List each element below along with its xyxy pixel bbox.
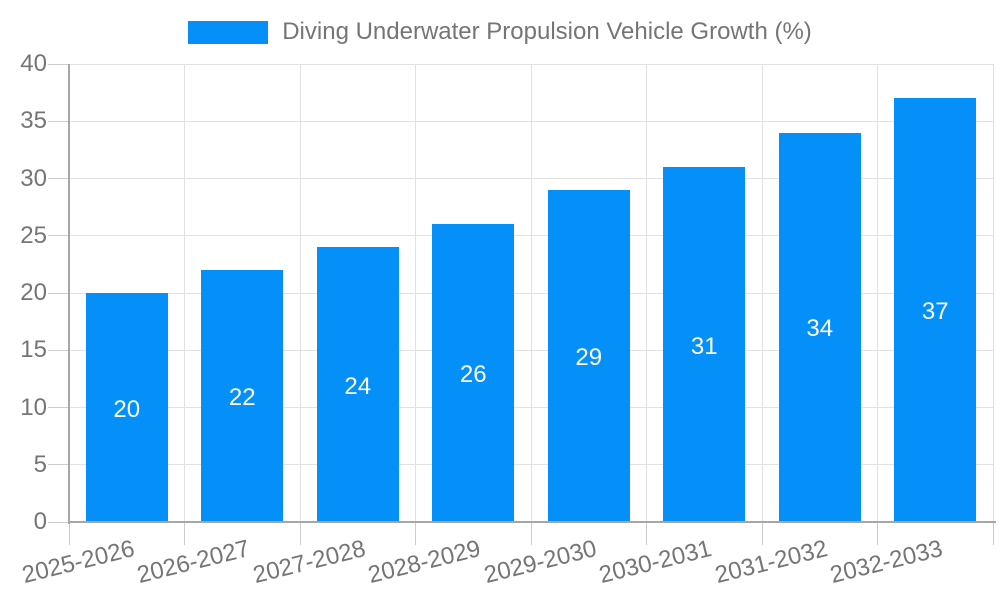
x-axis-tick (299, 523, 301, 545)
y-axis-tick (48, 464, 69, 466)
x-axis-tick (992, 523, 994, 545)
x-axis-tick (877, 523, 878, 545)
bar (894, 98, 977, 522)
legend-swatch[interactable] (188, 20, 269, 44)
bar-value-label: 34 (806, 315, 834, 343)
x-axis-tick (646, 523, 647, 545)
legend: Diving Underwater Propulsion Vehicle Gro… (0, 18, 1000, 46)
x-axis-tick-label: 2028-2029 (365, 535, 484, 589)
bar (547, 189, 630, 522)
gridline-vertical (646, 64, 647, 522)
x-axis-tick (415, 523, 416, 545)
bar-value-label: 26 (459, 361, 487, 389)
gridline-vertical (299, 64, 301, 522)
x-axis-tick-label: 2025-2026 (19, 535, 138, 589)
y-axis-tick-label: 20 (20, 279, 47, 306)
x-axis-tick-label: 2031-2032 (712, 535, 831, 589)
bar (316, 247, 399, 522)
bar (778, 132, 861, 522)
y-axis-tick-label: 5 (33, 450, 47, 478)
x-axis-tick (761, 523, 763, 545)
gridline-vertical (992, 64, 994, 522)
bar (201, 270, 284, 522)
y-axis-tick (48, 63, 69, 65)
legend-item[interactable]: Diving Underwater Propulsion Vehicle Gro… (188, 18, 812, 46)
y-axis-tick (48, 521, 69, 523)
y-axis-tick (48, 235, 69, 237)
bar-value-label: 24 (344, 372, 372, 400)
bar-value-label: 37 (921, 298, 949, 326)
y-axis-tick-label: 15 (20, 336, 47, 364)
gridline-vertical (184, 64, 185, 522)
y-axis-tick (48, 349, 69, 351)
y-axis-tick (48, 120, 69, 122)
x-axis-tick-label: 2026-2027 (134, 535, 253, 589)
y-axis-tick-label: 0 (33, 508, 47, 535)
y-axis-tick-label: 40 (20, 50, 47, 77)
y-axis-tick (48, 292, 69, 294)
gridline-vertical (415, 64, 416, 522)
x-axis-tick-label: 2030-2031 (596, 535, 715, 589)
x-axis-tick-label: 2032-2033 (827, 535, 946, 589)
bar (663, 167, 746, 522)
y-axis-tick (48, 407, 69, 408)
bar-value-label: 31 (690, 332, 718, 360)
x-axis-tick (530, 523, 532, 545)
y-axis-tick-label: 30 (20, 164, 47, 192)
legend-label: Diving Underwater Propulsion Vehicle Gro… (282, 18, 812, 45)
gridline-vertical (877, 64, 878, 522)
x-axis-tick-label: 2027-2028 (250, 535, 369, 589)
bar-value-label: 29 (575, 343, 603, 371)
y-axis-line (68, 64, 70, 524)
y-axis-tick-label: 25 (20, 221, 47, 249)
x-axis-tick (184, 523, 185, 545)
y-axis-tick (48, 178, 69, 179)
bar-value-label: 20 (113, 395, 141, 423)
bar (432, 224, 515, 522)
x-axis-tick-label: 2029-2030 (481, 535, 600, 589)
y-axis-tick-label: 10 (20, 393, 47, 421)
x-axis-line (68, 521, 996, 523)
x-axis-tick (68, 523, 70, 545)
y-axis-tick-label: 35 (20, 107, 47, 135)
bar-value-label: 22 (228, 384, 256, 412)
gridline-vertical (761, 64, 763, 522)
bar (85, 293, 168, 522)
gridline-vertical (530, 64, 532, 522)
